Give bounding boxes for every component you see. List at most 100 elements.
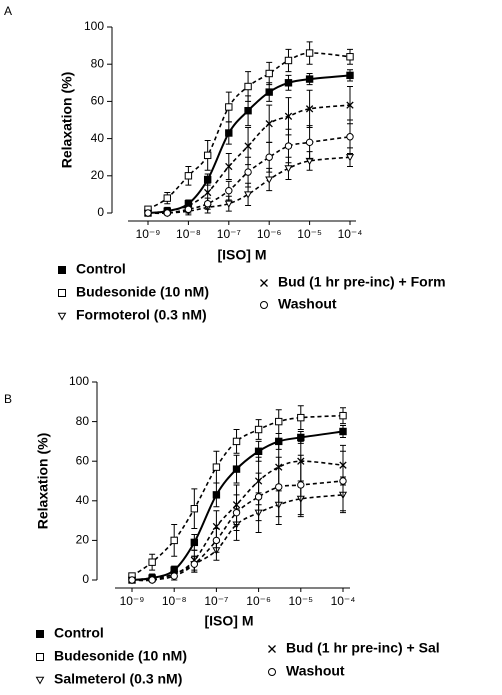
marker: [346, 71, 354, 80]
curve: [131, 430, 344, 581]
x-tick-label: 10⁻⁸: [176, 227, 201, 241]
marker: [284, 112, 293, 120]
marker: [275, 483, 283, 491]
legend-marker: [268, 645, 276, 653]
y-axis-label: Relaxation (%): [35, 433, 51, 529]
marker: [339, 427, 347, 436]
legend-label: Washout: [286, 663, 345, 679]
marker: [305, 105, 314, 113]
marker: [212, 463, 221, 471]
marker: [148, 576, 156, 584]
legend-label: Bud (1 hr pre-inc) + Form: [278, 274, 446, 290]
y-tick-label: 80: [91, 56, 105, 70]
marker: [244, 82, 252, 91]
marker: [284, 165, 293, 173]
marker: [212, 491, 221, 499]
y-tick-label: 0: [97, 205, 104, 219]
marker: [190, 538, 199, 547]
marker: [284, 142, 293, 150]
y-tick-label: 40: [91, 131, 105, 145]
marker: [232, 465, 241, 473]
marker: [265, 69, 273, 78]
marker: [305, 49, 314, 57]
marker: [284, 56, 293, 65]
marker: [170, 536, 178, 545]
legend-label: Control: [54, 625, 104, 641]
marker: [190, 505, 199, 513]
y-tick-label: 20: [91, 168, 105, 182]
curve: [131, 494, 344, 582]
legend-marker: [268, 668, 276, 676]
legend-marker: [58, 289, 66, 297]
legend-marker: [260, 301, 268, 309]
y-tick-label: 100: [84, 19, 104, 33]
legend-marker: [58, 266, 66, 274]
marker: [265, 120, 273, 128]
marker: [163, 209, 171, 217]
x-axis-label: [ISO] M: [205, 613, 254, 629]
curve: [147, 156, 351, 214]
marker: [254, 425, 263, 434]
legend-label: Budesonide (10 nM): [54, 648, 187, 664]
marker: [339, 477, 347, 485]
x-tick-label: 10⁻⁹: [120, 594, 145, 608]
marker: [170, 572, 178, 580]
marker: [254, 447, 263, 456]
marker: [345, 154, 355, 162]
legend-marker: [57, 312, 67, 321]
y-tick-label: 60: [91, 94, 105, 108]
marker: [305, 138, 314, 147]
marker: [225, 129, 233, 137]
x-axis-label: [ISO] M: [218, 247, 267, 263]
marker: [225, 103, 233, 111]
marker: [244, 168, 252, 176]
x-tick-label: 10⁻⁷: [204, 594, 228, 608]
legend-marker: [35, 676, 45, 685]
marker: [265, 153, 273, 161]
marker: [148, 558, 156, 566]
marker: [190, 560, 199, 568]
marker: [184, 172, 193, 180]
marker: [232, 437, 241, 446]
curve: [131, 414, 344, 577]
x-tick-label: 10⁻⁴: [338, 227, 363, 241]
y-tick-label: 80: [76, 414, 90, 428]
marker: [225, 186, 233, 195]
marker: [184, 205, 193, 213]
marker: [254, 493, 263, 501]
legend-label: Formoterol (0.3 nM): [76, 307, 207, 323]
legend-label: Bud (1 hr pre-inc) + Sal: [286, 640, 440, 656]
x-tick-label: 10⁻⁸: [162, 594, 187, 608]
marker: [204, 188, 212, 197]
marker: [284, 79, 293, 87]
legend-marker: [260, 279, 268, 287]
marker: [203, 151, 212, 160]
marker: [265, 88, 273, 96]
marker: [225, 162, 233, 171]
marker: [244, 142, 252, 150]
marker: [305, 75, 314, 83]
marker: [144, 209, 152, 217]
marker: [297, 481, 305, 489]
curve: [131, 480, 344, 582]
marker: [244, 191, 253, 199]
legend-label: Salmeterol (0.3 nM): [54, 671, 182, 687]
x-tick-label: 10⁻⁹: [136, 227, 161, 241]
x-tick-label: 10⁻⁴: [331, 594, 356, 608]
y-tick-label: 60: [76, 453, 90, 467]
legend-marker: [36, 630, 44, 638]
marker: [339, 411, 347, 420]
marker: [224, 200, 233, 208]
marker: [128, 576, 136, 584]
panel-label: B: [4, 392, 12, 406]
marker: [212, 536, 221, 545]
marker: [203, 175, 212, 184]
x-tick-label: 10⁻⁶: [257, 227, 282, 241]
legend-label: Control: [76, 261, 126, 277]
legend-label: Washout: [278, 296, 337, 312]
marker: [346, 133, 354, 141]
x-tick-label: 10⁻⁷: [217, 227, 241, 241]
y-axis-label: Relaxation (%): [59, 72, 75, 168]
curve: [147, 52, 351, 210]
